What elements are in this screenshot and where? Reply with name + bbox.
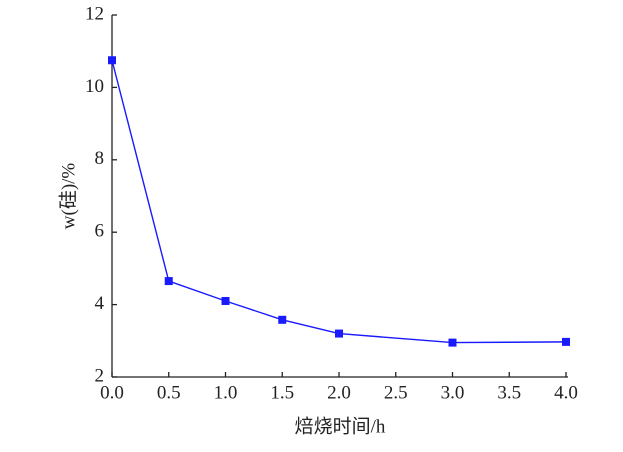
marker [108,56,116,65]
y-tick-label: 12 [85,3,104,24]
y-tick-label: 8 [95,148,105,169]
y-tick-label: 10 [85,76,104,97]
x-tick-label: 0.0 [100,382,124,403]
x-tick-label: 1.0 [214,382,238,403]
y-tick-label: 2 [95,365,105,386]
marker [562,337,570,346]
y-axis-label: w(硅)/% [57,163,79,230]
x-axis-label: 焙烧时间/h [295,415,386,437]
marker [221,296,230,305]
marker [164,277,173,286]
x-tick-label: 3.0 [441,382,465,403]
x-tick-label: 0.5 [157,382,181,403]
y-tick-label: 4 [95,293,105,314]
marker [278,315,287,324]
x-tick-label: 2.5 [384,382,408,403]
x-tick-label: 4.0 [554,382,578,403]
x-tick-label: 3.5 [497,382,521,403]
marker [335,329,343,338]
line [111,60,567,344]
x-tick-label: 1.5 [270,382,294,403]
marker [448,338,457,347]
y-tick-label: 6 [95,221,105,242]
x-tick-label: 2.0 [327,382,351,403]
